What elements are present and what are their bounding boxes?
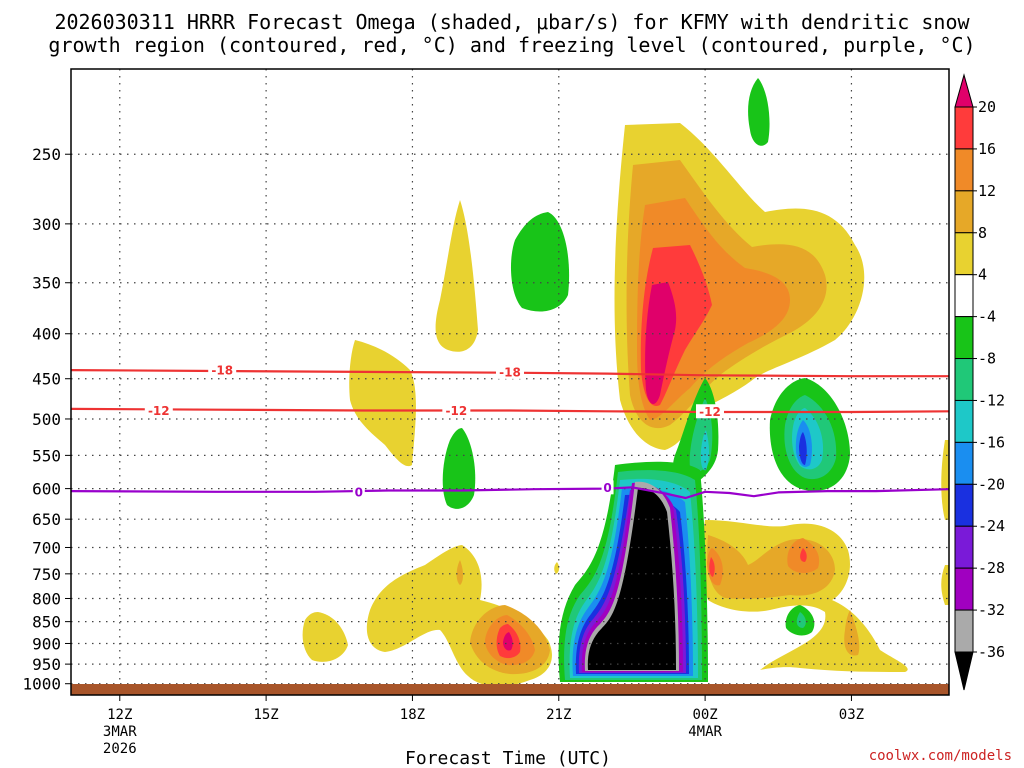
x-tick-date: 3MAR xyxy=(103,724,137,740)
colorbar-swatch xyxy=(954,274,974,318)
omega-blob xyxy=(800,548,807,562)
contour-label: -12 xyxy=(446,404,468,418)
contour-label: 0 xyxy=(355,485,363,499)
y-axis: 250 300 350 400 450 500 550 600 650 700 750 800 850 9… xyxy=(22,145,71,694)
colorbar-label: -4 xyxy=(978,308,996,326)
colorbar-arrow-bottom xyxy=(954,651,974,691)
contour-label: -18 xyxy=(211,364,233,378)
colorbar-label: 4 xyxy=(978,266,987,284)
colorbar-swatch xyxy=(954,441,974,485)
omega-shading xyxy=(302,78,949,687)
colorbar-swatch xyxy=(954,525,974,569)
chart-title-line1: 2026030311 HRRR Forecast Omega (shaded, … xyxy=(54,10,970,34)
y-tick-label: 750 xyxy=(32,565,61,584)
y-tick-label: 450 xyxy=(32,370,61,389)
colorbar-arrow-top xyxy=(954,73,974,108)
contour-label-bg xyxy=(601,480,614,495)
colorbar-swatch xyxy=(954,358,974,401)
omega-blob xyxy=(941,565,949,605)
x-axis-label: Forecast Time (UTC) xyxy=(405,748,611,768)
colorbar-swatch xyxy=(954,106,974,150)
y-tick-label: 950 xyxy=(32,655,61,674)
y-tick-label: 500 xyxy=(32,410,61,429)
colorbar-label: 12 xyxy=(978,182,996,200)
omega-blob xyxy=(844,610,860,656)
y-tick-label: 600 xyxy=(32,480,61,499)
y-tick-label: 800 xyxy=(32,589,61,608)
omega-blob xyxy=(435,200,478,352)
terrain-strip xyxy=(71,684,949,695)
y-tick-label: 550 xyxy=(32,446,61,465)
x-tick-label: 03Z xyxy=(839,707,864,723)
y-tick-label: 350 xyxy=(32,274,61,293)
colorbar-label: -8 xyxy=(978,350,996,368)
contour-label-bg xyxy=(208,363,237,378)
colorbar-label: -20 xyxy=(978,475,1005,493)
omega-blob xyxy=(709,557,715,577)
omega-blob xyxy=(941,440,949,520)
plot-frame xyxy=(70,68,950,696)
y-tick-label: 1000 xyxy=(22,675,61,694)
y-tick-label: 650 xyxy=(32,510,61,529)
contour-label: -18 xyxy=(499,365,521,379)
contour-label-bg xyxy=(695,404,724,419)
contour-label-bg xyxy=(352,484,365,499)
omega-blob xyxy=(554,562,560,574)
x-tick-year: 2026 xyxy=(103,741,137,757)
omega-blob xyxy=(442,428,476,509)
y-tick-label: 300 xyxy=(32,215,61,234)
omega-blob xyxy=(748,78,770,146)
colorbar-label: 20 xyxy=(978,98,996,116)
x-tick-label: 15Z xyxy=(253,707,278,723)
colorbar-label: -16 xyxy=(978,433,1005,451)
colorbar-swatch xyxy=(954,316,974,360)
omega-blob xyxy=(302,612,348,662)
chart-title-line2: growth region (contoured, red, °C) and f… xyxy=(48,33,975,57)
omega-blob xyxy=(700,430,709,471)
colorbar-swatch xyxy=(954,148,974,192)
colorbar-label: -28 xyxy=(978,559,1005,577)
colorbar-label: -12 xyxy=(978,391,1005,409)
contour-dendritic-bottom xyxy=(71,407,949,414)
contour-label-bg xyxy=(144,403,173,418)
x-tick-label: 18Z xyxy=(400,707,425,723)
colorbar: 20 16 12 8 4 -4 -8 -12 -16 -20 -24 -28 -32 -36 xyxy=(954,73,1005,691)
contour-labels: -18 -18 -12 -12 -12 0 0 xyxy=(144,363,724,499)
y-tick-label: 900 xyxy=(32,634,61,653)
x-tick-label: 21Z xyxy=(546,707,571,723)
omega-blob xyxy=(796,612,806,628)
contour-label: 0 xyxy=(603,481,611,495)
contour-label-bg xyxy=(496,364,524,379)
colorbar-label: -24 xyxy=(978,517,1005,535)
x-tick-date: 4MAR xyxy=(688,724,722,740)
omega-blob xyxy=(456,560,463,585)
contour-label: -12 xyxy=(148,404,170,418)
colorbar-swatch xyxy=(954,190,974,234)
omega-blob xyxy=(799,432,807,465)
y-tick-label: 850 xyxy=(32,613,61,632)
colorbar-swatch xyxy=(954,483,974,527)
y-tick-label: 250 xyxy=(32,145,61,164)
colorbar-label: -32 xyxy=(978,601,1005,619)
colorbar-swatch xyxy=(954,399,974,443)
colorbar-label: 16 xyxy=(978,140,996,158)
colorbar-swatch xyxy=(954,567,974,611)
omega-blob xyxy=(503,632,513,651)
y-tick-label: 400 xyxy=(32,325,61,344)
x-tick-label: 00Z xyxy=(692,707,717,723)
y-tick-label: 700 xyxy=(32,538,61,557)
contour-label: -12 xyxy=(699,405,721,419)
contour-dendritic-top xyxy=(71,369,949,378)
x-tick-label: 12Z xyxy=(107,707,132,723)
contour-label-bg xyxy=(442,403,471,418)
colorbar-label: 8 xyxy=(978,224,987,242)
colorbar-swatch xyxy=(954,232,974,276)
colorbar-swatch xyxy=(954,609,974,653)
omega-core-max xyxy=(587,487,676,670)
colorbar-label: -36 xyxy=(978,643,1005,661)
omega-blob xyxy=(510,212,570,312)
credit-text: coolwx.com/models xyxy=(869,748,1012,764)
